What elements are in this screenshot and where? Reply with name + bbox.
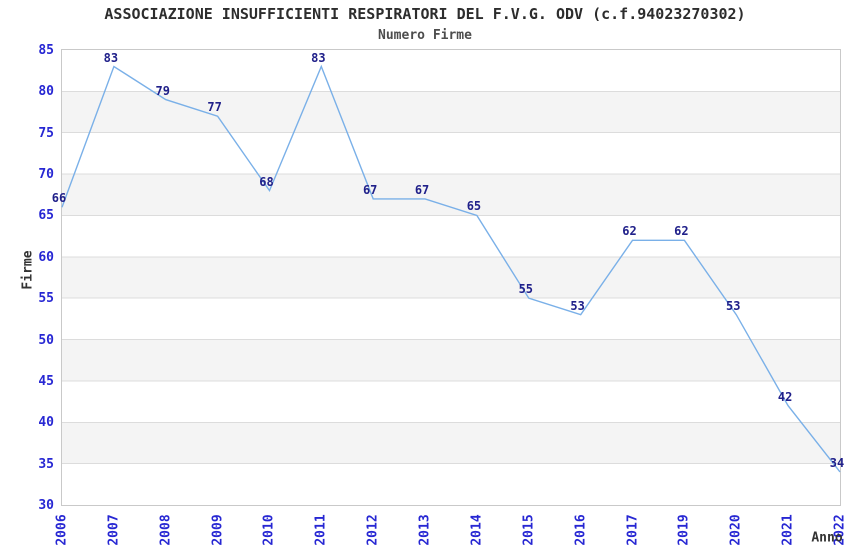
y-tick-label: 50 xyxy=(38,332,54,348)
y-tick-label: 80 xyxy=(38,84,54,100)
x-tick-label: 2006 xyxy=(54,514,70,546)
point-label: 79 xyxy=(155,83,170,98)
y-axis-title: Firme xyxy=(20,250,36,290)
y-tick-label: 70 xyxy=(38,167,54,183)
x-tick-label: 2012 xyxy=(365,514,381,546)
y-tick-label: 35 xyxy=(38,456,54,472)
x-tick-label: 2019 xyxy=(676,514,692,546)
x-tick-label: 2013 xyxy=(417,514,433,546)
y-tick-label: 60 xyxy=(38,249,54,265)
point-label: 83 xyxy=(103,50,119,65)
point-label: 62 xyxy=(622,224,637,239)
y-tick-label: 45 xyxy=(38,373,54,389)
x-axis-title: Anno xyxy=(811,530,843,546)
point-label: 67 xyxy=(414,182,430,197)
point-label: 53 xyxy=(570,298,585,313)
y-tick-label: 40 xyxy=(38,415,54,431)
y-tick-label: 55 xyxy=(38,291,54,307)
x-tick-label: 2010 xyxy=(261,514,277,546)
x-tick-label: 2016 xyxy=(573,514,589,546)
y-tick-label: 75 xyxy=(38,125,54,141)
chart-title: ASSOCIAZIONE INSUFFICIENTI RESPIRATORI D… xyxy=(104,5,746,23)
point-label: 68 xyxy=(259,174,274,189)
point-label: 42 xyxy=(777,389,793,404)
point-label: 55 xyxy=(518,282,534,297)
x-tick-label: 2017 xyxy=(625,514,641,546)
x-tick-label: 2014 xyxy=(469,514,485,546)
y-tick-label: 85 xyxy=(38,43,54,58)
x-tick-label: 2009 xyxy=(210,514,226,546)
y-tick-label: 65 xyxy=(38,208,54,224)
y-tick-label: 30 xyxy=(38,498,54,513)
point-label: 62 xyxy=(674,224,689,239)
x-tick-label: 2015 xyxy=(521,514,537,546)
plot-area xyxy=(62,50,840,505)
chart-subtitle: Numero Firme xyxy=(378,28,472,43)
x-tick-label: 2011 xyxy=(313,514,329,546)
x-tick-label: 2021 xyxy=(780,514,796,546)
point-label: 77 xyxy=(207,100,222,115)
point-label: 53 xyxy=(726,298,741,313)
point-label: 65 xyxy=(466,199,482,214)
x-tick-label: 2007 xyxy=(106,514,122,546)
x-tick-label: 2020 xyxy=(728,514,744,546)
x-tick-label: 2008 xyxy=(158,514,174,546)
point-label: 66 xyxy=(51,191,67,206)
point-label: 83 xyxy=(311,50,326,65)
point-label: 67 xyxy=(362,182,378,197)
point-label: 34 xyxy=(829,455,845,470)
